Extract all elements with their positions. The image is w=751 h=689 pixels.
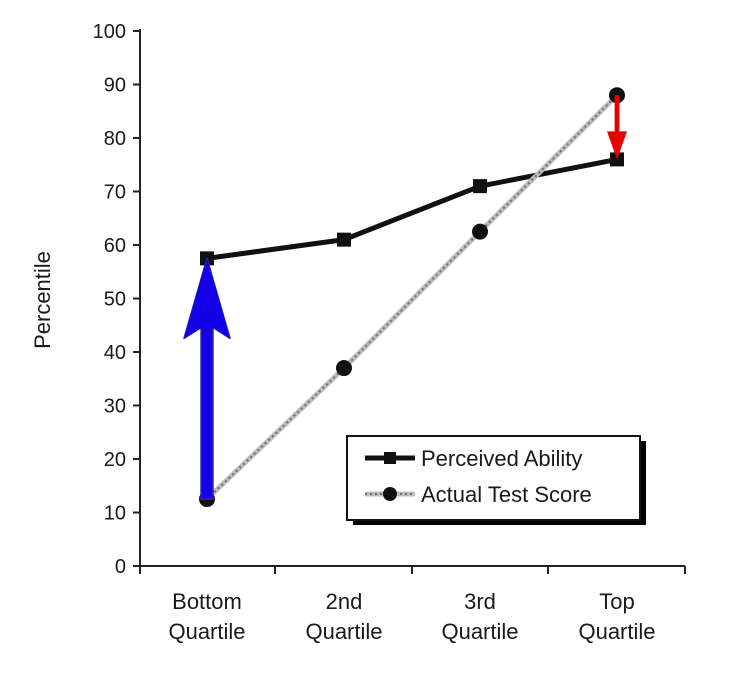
x-tick-label-line: Bottom [172,589,242,614]
y-tick-label: 80 [104,128,126,150]
axes: 0 10 20 30 40 50 60 70 80 90 100 Bottom Quartile 2nd Q… [93,21,686,644]
y-tick-label: 50 [104,289,126,311]
x-tick-label-line: 3rd [464,589,496,614]
arrow-head [607,131,627,160]
data-point-circle [472,223,488,240]
y-tick-label: 90 [104,75,126,97]
series-line [206,94,618,500]
x-tick-label: 2nd Quartile [305,589,382,644]
y-tick-label: 30 [104,396,126,418]
y-tick-label: 70 [104,182,126,204]
red-arrow-annotation [607,95,627,160]
x-tick-label-line: Quartile [168,619,245,644]
legend-label: Actual Test Score [421,482,592,507]
y-axis-label: Percentile [30,251,55,349]
y-tick-label: 10 [104,503,126,525]
x-tick-label-line: Top [599,589,634,614]
y-tick-label: 20 [104,449,126,471]
arrow-head-fill [184,258,230,339]
blue-arrow-annotation [183,257,231,500]
x-tick-label: Top Quartile [578,589,655,644]
x-tick-label-line: 2nd [326,589,363,614]
legend-box [346,435,641,521]
data-point-square [337,232,351,247]
series-line [206,156,618,261]
data-point-circle [336,360,352,377]
y-tick-label: 0 [115,556,126,578]
annotation-layer [183,95,627,500]
series-perceived-ability [200,152,624,266]
y-tick-label: 100 [93,21,126,43]
x-tick-label: Bottom Quartile [168,589,245,644]
arrow-shaft-outline [200,323,214,500]
legend-swatch-marker [384,452,396,464]
y-tick-label: 60 [104,235,126,257]
x-tick-label: 3rd Quartile [441,589,518,644]
x-tick-label-line: Quartile [578,619,655,644]
legend-swatch-marker [383,487,397,501]
data-point-square [473,179,487,194]
y-tick-label: 40 [104,342,126,364]
legend-label: Perceived Ability [421,446,582,471]
x-tick-label-line: Quartile [305,619,382,644]
x-tick-label-line: Quartile [441,619,518,644]
legend: Perceived Ability Actual Test Score [346,435,646,525]
